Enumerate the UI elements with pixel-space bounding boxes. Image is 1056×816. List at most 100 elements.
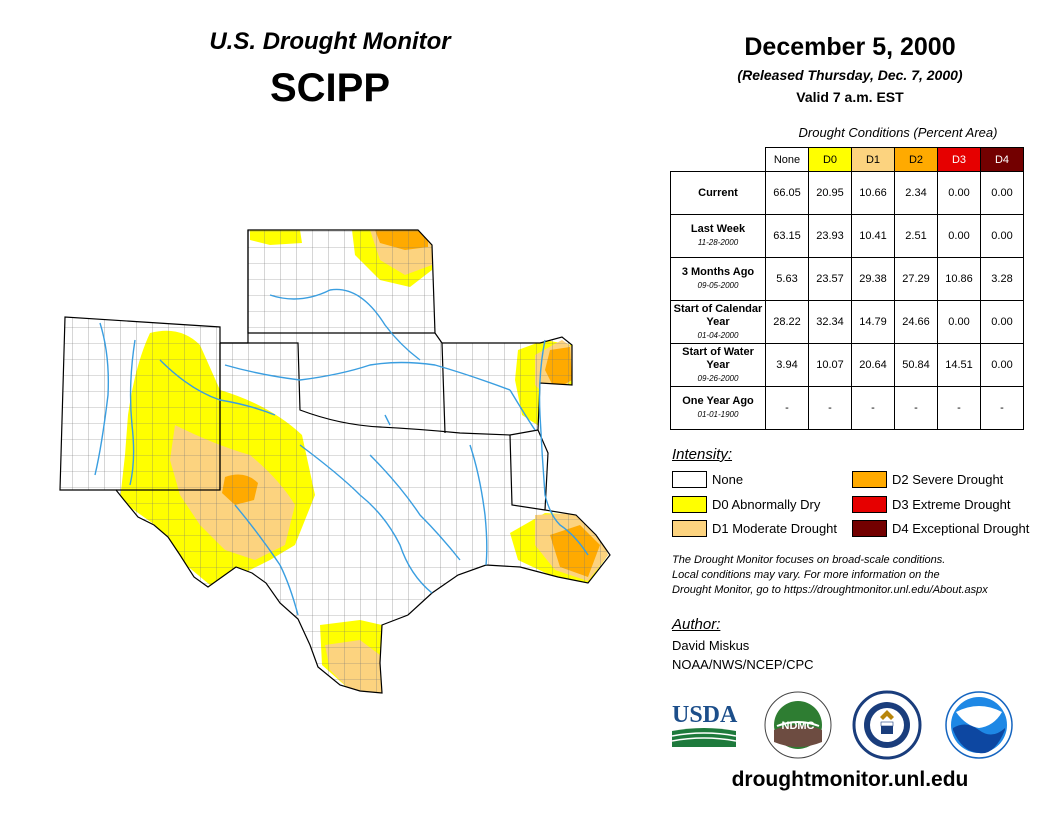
table-cell: 5.63	[765, 257, 809, 301]
author-name: David Miskus	[672, 638, 750, 653]
region-title: SCIPP	[269, 66, 391, 110]
row-date: 01-04-2000	[697, 330, 739, 340]
usda-logo: USDA	[671, 702, 738, 749]
table-cell: 10.41	[851, 214, 895, 258]
note-line: Local conditions may vary. For more info…	[672, 569, 940, 581]
table-row: One Year Ago 01-01-1900 - - - - - -	[670, 386, 1024, 430]
row-label: 3 Months Ago	[681, 266, 755, 278]
row-date: 11-28-2000	[697, 238, 739, 247]
legend-title: Intensity:	[672, 446, 733, 463]
usda-logo-text: USDA	[672, 702, 738, 728]
disclaimer-note: The Drought Monitor focuses on broad-sca…	[672, 553, 1052, 598]
row-label: Start of Water Year	[682, 345, 754, 371]
table-cell: 20.64	[851, 343, 895, 387]
table-cell: -	[808, 386, 852, 430]
legend-item-d0: D0 Abnormally Dry	[672, 495, 820, 513]
legend-swatch	[672, 470, 707, 488]
table-row: Last Week 11-28-2000 63.15 23.93 10.41 2.…	[670, 214, 1024, 258]
col-header-d0: D0	[808, 147, 852, 172]
legend-label: D0 Abnormally Dry	[712, 496, 821, 512]
noaa-logo	[945, 691, 1013, 759]
ndmc-logo: NDMC	[764, 691, 832, 759]
table-cell: 0.00	[980, 214, 1024, 258]
legend-swatch	[852, 495, 887, 513]
table-cell: 23.93	[808, 214, 852, 258]
legend-item-d4: D4 Exceptional Drought	[852, 519, 1029, 537]
legend-label: D1 Moderate Drought	[712, 520, 838, 536]
row-label: Current	[698, 186, 738, 199]
col-header-d2: D2	[894, 147, 938, 172]
row-header: Current	[670, 171, 766, 215]
table-corner	[671, 148, 766, 172]
table-cell: 29.38	[851, 257, 895, 301]
table-cell: 3.28	[980, 257, 1024, 301]
row-header: 3 Months Ago 09-05-2000	[670, 257, 766, 301]
county-boundaries	[60, 230, 610, 693]
legend-label: None	[712, 471, 744, 487]
table-cell: 27.29	[894, 257, 938, 301]
note-line: Drought Monitor, go to https://droughtmo…	[672, 584, 988, 596]
legend-swatch	[852, 519, 887, 537]
state-boundaries	[59, 229, 611, 694]
table-cell: -	[851, 386, 895, 430]
author-heading: Author:	[672, 616, 721, 633]
table-cell: -	[980, 386, 1024, 430]
legend-label: D4 Exceptional Drought	[892, 520, 1030, 536]
table-cell: 0.00	[937, 214, 981, 258]
table-cell: 3.94	[765, 343, 809, 387]
table-caption: Drought Conditions (Percent Area)	[798, 125, 998, 140]
table-cell: 50.84	[894, 343, 938, 387]
col-header-none: None	[765, 147, 809, 172]
table-cell: 24.66	[894, 300, 938, 344]
table-cell: 10.86	[937, 257, 981, 301]
usda-fields-icon	[671, 728, 737, 747]
table-cell: 23.57	[808, 257, 852, 301]
table-cell: 20.95	[808, 171, 852, 215]
col-header-d1: D1	[851, 147, 895, 172]
note-line: The Drought Monitor focuses on broad-sca…	[672, 554, 946, 566]
legend-item-d3: D3 Extreme Drought	[852, 495, 1011, 513]
doc-seal-logo	[852, 690, 922, 760]
table-cell: 14.51	[937, 343, 981, 387]
legend-swatch	[672, 495, 707, 513]
legend-swatch	[852, 470, 887, 488]
table-cell: 63.15	[765, 214, 809, 258]
legend-item-none: None	[672, 470, 743, 488]
table-cell: 66.05	[765, 171, 809, 215]
release-date: (Released Thursday, Dec. 7, 2000)	[737, 67, 963, 83]
author-org: NOAA/NWS/NCEP/CPC	[672, 657, 814, 672]
row-label: Last Week	[690, 223, 746, 235]
footer-url[interactable]: droughtmonitor.unl.edu	[731, 768, 969, 791]
row-date: 01-01-1900	[697, 410, 739, 419]
table-cell: -	[765, 386, 809, 430]
legend-swatch	[672, 519, 707, 537]
legend-label: D3 Extreme Drought	[892, 496, 1011, 512]
legend-label: D2 Severe Drought	[892, 471, 1004, 487]
row-date: 09-26-2000	[697, 373, 739, 383]
table-cell: 14.79	[851, 300, 895, 344]
row-date: 09-05-2000	[697, 281, 739, 290]
row-header: Start of Water Year 09-26-2000	[670, 343, 766, 387]
table-cell: -	[894, 386, 938, 430]
table-cell: 32.34	[808, 300, 852, 344]
table-cell: 0.00	[937, 300, 981, 344]
row-header: One Year Ago 01-01-1900	[670, 386, 766, 430]
drought-map	[59, 229, 611, 694]
col-header-d3: D3	[937, 147, 981, 172]
table-cell: 10.66	[851, 171, 895, 215]
table-cell: 0.00	[980, 343, 1024, 387]
table-cell: 0.00	[937, 171, 981, 215]
row-header: Last Week 11-28-2000	[670, 214, 766, 258]
table-cell: 0.00	[980, 300, 1024, 344]
rivers	[94, 288, 589, 616]
row-label: Start of Calendar Year	[673, 302, 763, 328]
table-row: Current 66.05 20.95 10.66 2.34 0.00 0.00	[670, 171, 1024, 215]
row-header: Start of Calendar Year 01-04-2000	[670, 300, 766, 344]
legend-item-d2: D2 Severe Drought	[852, 470, 1003, 488]
table-row: Start of Water Year 09-26-2000 3.94 10.07…	[670, 343, 1024, 387]
table-cell: 2.34	[894, 171, 938, 215]
drought-conditions-table: None D0 D1 D2 D3 D4 Current 66.05 20.95 …	[670, 147, 1024, 430]
table-row: 3 Months Ago 09-05-2000 5.63 23.57 29.38 …	[670, 257, 1024, 301]
valid-time: Valid 7 a.m. EST	[796, 89, 904, 105]
table-cell: 10.07	[808, 343, 852, 387]
